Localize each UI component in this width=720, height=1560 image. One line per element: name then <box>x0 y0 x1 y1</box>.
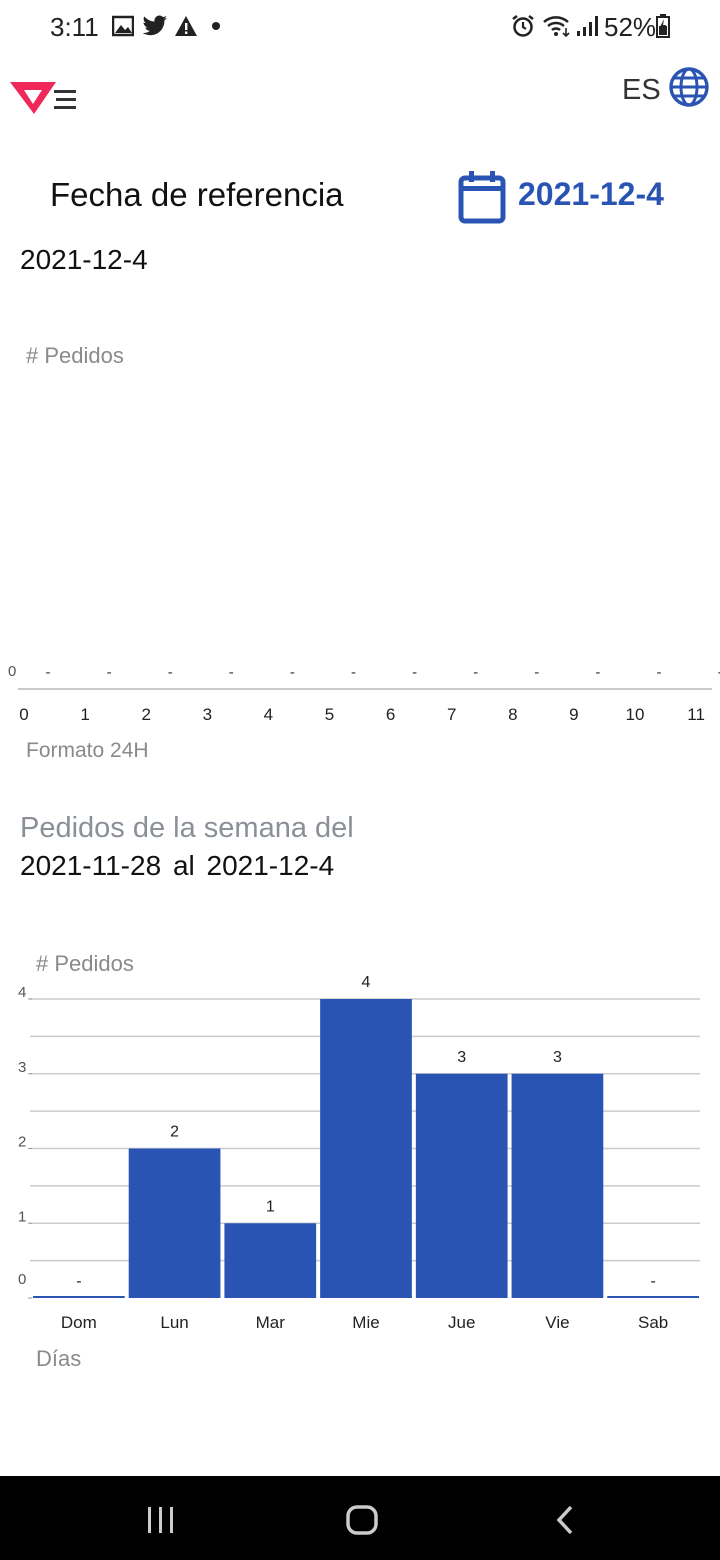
weekly-bar <box>33 1296 125 1298</box>
reference-date-button[interactable]: 2021-12-4 <box>518 176 664 212</box>
hourly-data-label: - <box>473 664 478 681</box>
menu-logo-button[interactable] <box>10 76 80 116</box>
hourly-x-tick: 4 <box>264 705 273 724</box>
weekly-x-tick: Vie <box>545 1313 569 1332</box>
weekly-data-label: 1 <box>266 1198 275 1215</box>
selected-date: 2021-12-4 <box>20 244 148 275</box>
back-button[interactable] <box>504 1476 624 1560</box>
navigation-bar <box>0 1476 720 1560</box>
weekly-x-tick: Mie <box>352 1313 379 1332</box>
battery-icon <box>656 14 670 38</box>
hourly-y-tick: 0 <box>8 663 16 680</box>
weekly-x-tick: Jue <box>448 1313 475 1332</box>
weekly-bar <box>511 1073 604 1298</box>
weekly-bar <box>607 1296 699 1298</box>
calendar-icon[interactable] <box>458 170 506 224</box>
weekly-x-tick: Mar <box>256 1313 286 1332</box>
weekly-bar <box>224 1223 317 1298</box>
weekly-data-label: - <box>76 1273 81 1290</box>
hourly-data-label: - <box>168 664 173 681</box>
weekly-data-label: 2 <box>170 1124 179 1141</box>
status-time: 3:11 <box>50 12 99 42</box>
hourly-data-label: - <box>229 664 234 681</box>
battery-percent: 52% <box>604 12 657 42</box>
hourly-data-label: - <box>657 664 662 681</box>
hourly-x-tick: 5 <box>325 705 334 724</box>
hourly-x-tick: 3 <box>203 705 212 724</box>
signal-icon <box>577 16 598 36</box>
weekly-range: 2021-11-28 al 2021-12-4 <box>20 850 334 882</box>
hourly-chart-xlabel: Formato 24H <box>26 739 149 762</box>
hourly-data-label: - <box>107 664 112 681</box>
globe-icon[interactable] <box>668 66 710 108</box>
weekly-end-date: 2021-12-4 <box>206 850 335 881</box>
weekly-data-label: 3 <box>457 1049 466 1066</box>
image-icon <box>112 15 134 37</box>
weekly-y-tick: 1 <box>18 1208 26 1225</box>
weekly-data-label: 4 <box>362 974 371 991</box>
hourly-x-tick: 8 <box>508 705 517 724</box>
hourly-data-label: - <box>412 664 417 681</box>
reference-date-title: Fecha de referencia <box>50 176 344 213</box>
dot-icon <box>212 22 220 30</box>
weekly-x-tick: Sab <box>638 1313 668 1332</box>
hourly-data-label: - <box>595 664 600 681</box>
hourly-x-tick: 0 <box>19 705 28 724</box>
weekly-bar <box>128 1148 221 1298</box>
hourly-data-label: - <box>290 664 295 681</box>
weekly-y-tick: 4 <box>18 984 26 1001</box>
hourly-chart: 0 - 0 - 1 - 2 - 3 - 4 - 5 - 6 - 7 - 8 - 9 - 10 - 11 <box>8 663 720 724</box>
weekly-y-tick: 2 <box>18 1134 26 1151</box>
weekly-x-tick: Dom <box>61 1313 97 1332</box>
weekly-data-label: - <box>650 1273 655 1290</box>
weekly-x-tick: Lun <box>160 1313 188 1332</box>
language-label[interactable]: ES <box>622 74 661 106</box>
weekly-start-date: 2021-11-28 <box>20 850 162 881</box>
hourly-x-tick: 1 <box>80 705 89 724</box>
weekly-chart: 0 1 2 3 4 - Dom 2 Lun 1 Mar 4 Mie 3 Jue 3 Vie - Sab <box>18 974 700 1332</box>
hourly-data-label: - <box>46 664 51 681</box>
hourly-data-label: - <box>351 664 356 681</box>
hourly-x-tick: 2 <box>141 705 150 724</box>
weekly-chart-ylabel: # Pedidos <box>36 951 134 976</box>
weekly-connector: al <box>172 850 195 881</box>
status-bar: 3:11 52% <box>0 0 720 56</box>
weekly-chart-xlabel: Días <box>36 1346 82 1371</box>
hourly-x-tick: 10 <box>626 705 645 724</box>
hourly-x-tick: 9 <box>569 705 578 724</box>
weekly-data-label: 3 <box>553 1049 562 1066</box>
hourly-x-tick: 7 <box>447 705 456 724</box>
hourly-data-label: - <box>718 664 720 681</box>
warning-icon <box>175 16 197 36</box>
weekly-y-tick: 0 <box>18 1271 26 1288</box>
weekly-bar <box>415 1073 508 1298</box>
hourly-x-tick: 6 <box>386 705 395 724</box>
hourly-data-label: - <box>534 664 539 681</box>
weekly-bar <box>320 999 412 1298</box>
home-button[interactable] <box>302 1476 422 1560</box>
hourly-chart-ylabel: # Pedidos <box>26 343 124 368</box>
hourly-x-tick: 11 <box>687 705 705 724</box>
weekly-title: Pedidos de la semana del <box>20 812 354 844</box>
recent-apps-button[interactable] <box>100 1476 220 1560</box>
weekly-y-tick: 3 <box>18 1059 26 1076</box>
twitter-icon <box>142 15 167 36</box>
alarm-icon <box>512 15 534 37</box>
wifi-icon <box>543 16 570 38</box>
